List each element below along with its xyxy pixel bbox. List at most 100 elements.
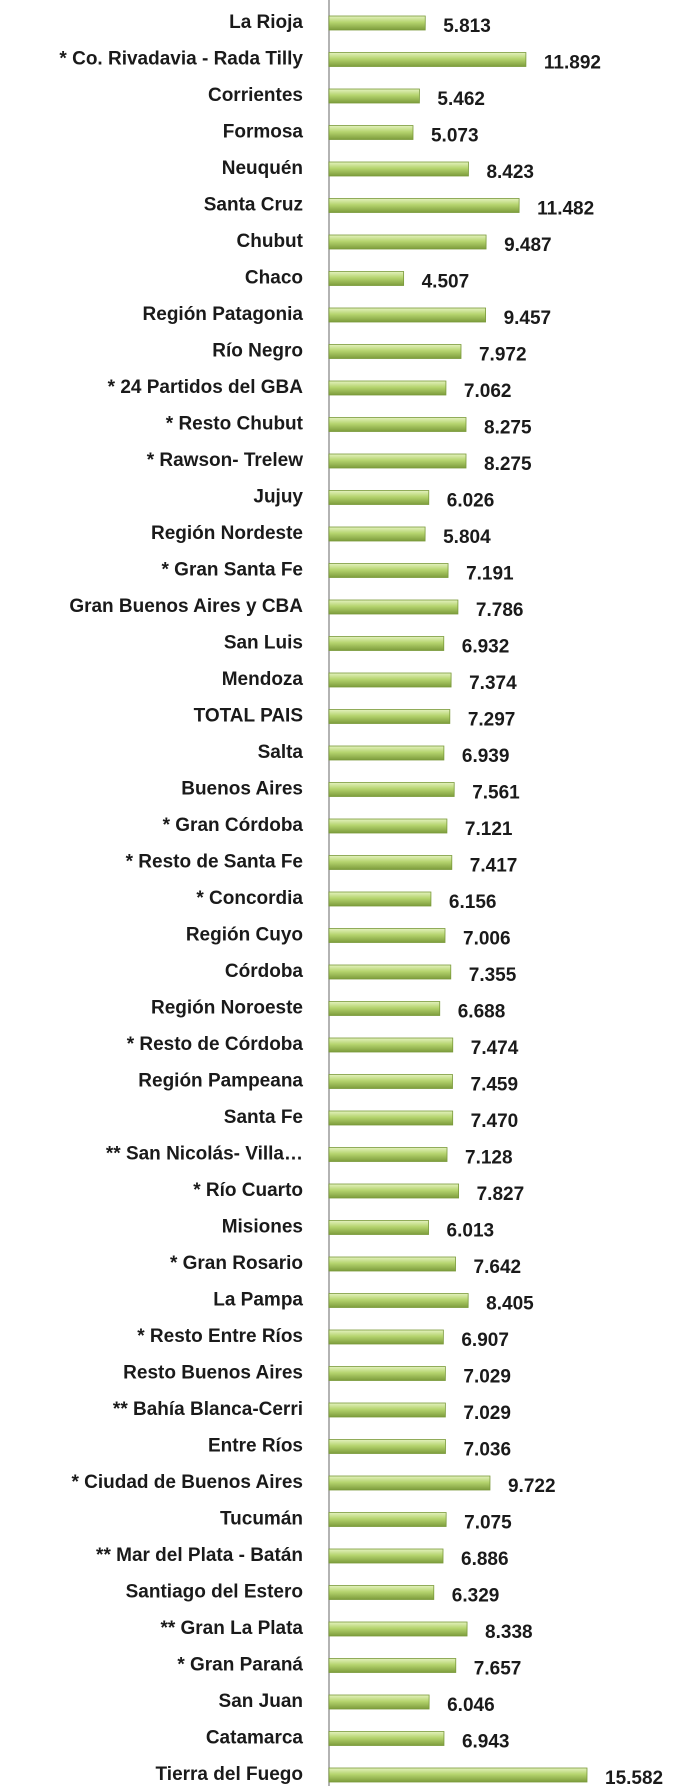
bar xyxy=(328,599,459,615)
bar xyxy=(328,125,414,140)
value-label: 5.804 xyxy=(443,527,491,548)
value-label: 7.191 xyxy=(466,564,514,585)
value-label: 11.482 xyxy=(537,199,594,220)
value-label: 8.405 xyxy=(486,1294,534,1315)
category-label: * Gran Santa Fe xyxy=(162,560,304,581)
bar xyxy=(328,636,445,651)
value-label: 6.046 xyxy=(447,1695,495,1716)
bar xyxy=(328,745,445,761)
value-label: 7.029 xyxy=(463,1403,511,1424)
category-label: La Pampa xyxy=(213,1290,303,1311)
bar xyxy=(328,1256,456,1272)
category-label: ** Mar del Plata - Batán xyxy=(96,1545,303,1566)
category-label: Región Noroeste xyxy=(151,998,303,1019)
bar xyxy=(328,891,432,907)
category-label: Formosa xyxy=(223,122,304,143)
bar xyxy=(328,1694,430,1710)
value-label: 8.275 xyxy=(484,454,532,475)
bar xyxy=(328,782,455,797)
value-label: 7.006 xyxy=(463,929,511,950)
category-label: TOTAL PAIS xyxy=(194,706,303,727)
value-label: 9.457 xyxy=(504,308,552,329)
category-label: * Gran Córdoba xyxy=(163,815,304,836)
value-label: 9.487 xyxy=(504,235,552,256)
category-label: San Luis xyxy=(224,633,303,654)
value-label: 6.156 xyxy=(449,892,497,913)
bar xyxy=(328,563,449,578)
value-label: 7.297 xyxy=(468,710,516,731)
category-label: Tucumán xyxy=(220,1509,303,1530)
bar xyxy=(328,672,452,688)
value-label: 7.121 xyxy=(465,819,513,840)
bar xyxy=(328,1293,469,1308)
value-label: 7.474 xyxy=(471,1038,519,1059)
bar xyxy=(328,271,405,286)
category-label: * Rawson- Trelew xyxy=(147,450,303,471)
category-label: ** Gran La Plata xyxy=(160,1618,303,1639)
bar xyxy=(328,1585,435,1600)
bar xyxy=(328,52,527,67)
category-label: La Rioja xyxy=(229,12,303,33)
bar xyxy=(328,928,446,943)
value-label: 7.417 xyxy=(470,856,518,877)
bar xyxy=(328,1658,457,1673)
category-label: Misiones xyxy=(222,1217,303,1238)
value-label: 7.075 xyxy=(464,1513,512,1534)
bar xyxy=(328,709,451,724)
category-label: * Concordia xyxy=(196,888,303,909)
value-label: 6.329 xyxy=(452,1586,500,1607)
bar xyxy=(328,1439,446,1454)
category-label: Córdoba xyxy=(225,961,304,982)
value-label: 8.275 xyxy=(484,418,532,439)
category-label: Región Pampeana xyxy=(138,1071,303,1092)
bar xyxy=(328,1183,459,1199)
value-label: 8.423 xyxy=(486,162,534,183)
category-label: * Resto de Santa Fe xyxy=(126,852,303,873)
bar xyxy=(328,1147,448,1162)
category-label: Catamarca xyxy=(206,1728,304,1749)
category-label: Región Patagonia xyxy=(143,304,304,325)
value-label: 7.128 xyxy=(465,1148,513,1169)
category-label: Santiago del Estero xyxy=(126,1582,303,1603)
value-label: 5.813 xyxy=(443,16,491,37)
value-label: 6.932 xyxy=(462,637,510,658)
bar xyxy=(328,1767,588,1783)
bar xyxy=(328,1074,453,1089)
category-label: Neuquén xyxy=(222,158,303,179)
bar xyxy=(328,1475,491,1491)
bar xyxy=(328,453,467,469)
bar xyxy=(328,490,430,505)
value-label: 6.886 xyxy=(461,1549,509,1570)
value-label: 7.642 xyxy=(474,1257,522,1278)
value-label: 5.073 xyxy=(431,126,479,147)
bar xyxy=(328,855,453,870)
value-label: 6.688 xyxy=(458,1002,506,1023)
bar xyxy=(328,161,469,177)
bar xyxy=(328,344,462,359)
category-label: Santa Cruz xyxy=(204,195,303,216)
bar xyxy=(328,1001,441,1016)
value-label: 6.943 xyxy=(462,1732,510,1753)
category-label: * Co. Rivadavia - Rada Tilly xyxy=(59,49,303,70)
bar xyxy=(328,1512,447,1527)
category-label: * Resto Chubut xyxy=(166,414,304,435)
bar xyxy=(328,964,452,980)
category-label: * 24 Partidos del GBA xyxy=(108,377,304,398)
bar xyxy=(328,1402,446,1418)
category-label: ** San Nicolás- Villa… xyxy=(106,1144,303,1165)
bar xyxy=(328,818,448,834)
category-label: Buenos Aires xyxy=(181,779,303,800)
category-label: Río Negro xyxy=(212,341,303,362)
category-label: Jujuy xyxy=(253,487,303,508)
value-label: 7.459 xyxy=(471,1075,519,1096)
bar xyxy=(328,1621,468,1637)
category-label: Santa Fe xyxy=(224,1107,303,1128)
category-label: * Gran Rosario xyxy=(170,1253,303,1274)
value-label: 7.657 xyxy=(474,1659,522,1680)
value-label: 7.355 xyxy=(469,965,517,986)
category-label: ** Bahía Blanca-Cerri xyxy=(113,1399,303,1420)
value-label: 7.036 xyxy=(463,1440,511,1461)
value-label: 11.892 xyxy=(544,53,601,74)
category-label: Chubut xyxy=(237,231,304,252)
category-label: Región Cuyo xyxy=(186,925,303,946)
